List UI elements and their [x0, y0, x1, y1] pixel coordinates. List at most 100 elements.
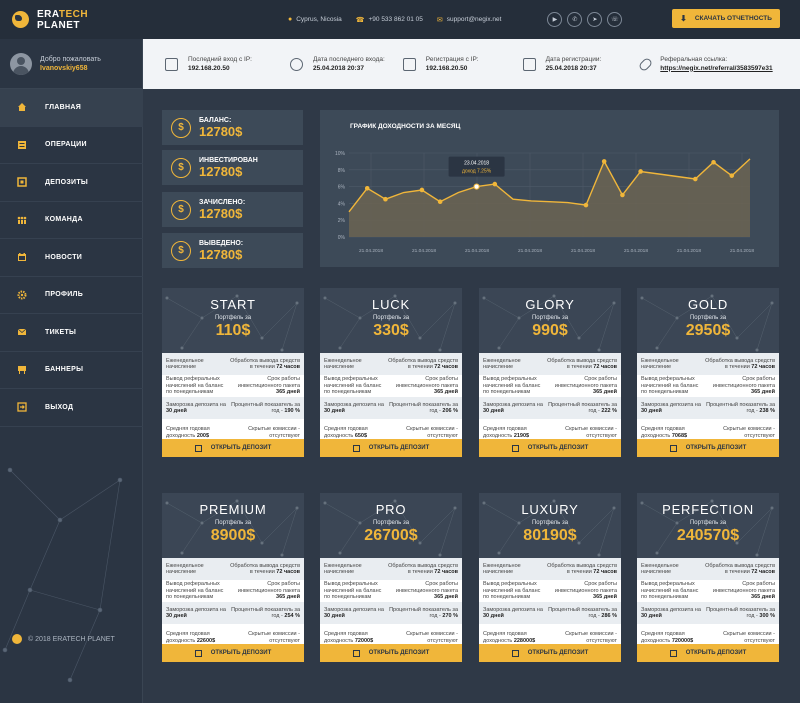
plan-row: Средняя годовая доходность 720000$ Скрыты… [641, 631, 775, 644]
welcome-text: Добро пожаловать [40, 56, 101, 63]
plan-row: Вывод реферальных начислений на баланс п… [324, 376, 458, 396]
x-tick-label: 21.04.2018 [518, 248, 542, 254]
plan-name: LUXURY [521, 502, 579, 517]
stat-withdrawn: $ ВЫВЕДЕНО: 12780$ [162, 233, 303, 268]
whatsapp-icon[interactable]: ✆ [567, 12, 583, 27]
y-tick-label: 8% [338, 168, 346, 174]
tooltip-box [448, 156, 505, 177]
plan-name: GLORY [525, 297, 575, 312]
data-point [383, 196, 388, 202]
plan-price: 110$ [215, 322, 251, 339]
data-point [638, 169, 643, 174]
news-icon [18, 253, 26, 262]
open-deposit-button[interactable]: ОТКРЫТЬ ДЕПОЗИТ [320, 439, 462, 457]
tooltip-value: доход 7.25% [462, 169, 492, 175]
plan-row: Вывод реферальных начислений на баланс п… [324, 581, 458, 601]
plan-portfolio-label: Портфель за [531, 315, 569, 321]
qr-icon [194, 649, 202, 657]
plan-name: START [210, 297, 256, 312]
calendar-icon [522, 57, 536, 71]
social-links: ▶ ✆ ➤ ☏ [547, 12, 627, 27]
plan-row: Заморозка депозита на 30 дней Процентный … [637, 602, 779, 624]
sidebar-item-team[interactable]: КОМАНДА [0, 202, 143, 239]
phone-icon: ☎ [355, 16, 365, 24]
data-point [473, 183, 480, 190]
coins-icon: $ [171, 117, 191, 138]
x-tick-label: 21.04.2018 [677, 248, 701, 254]
link-icon [638, 56, 654, 72]
network-pattern [165, 294, 299, 352]
plan-row: Заморозка депозита на 30 дней Процентный … [162, 397, 304, 419]
download-icon: ⬇ [680, 14, 687, 23]
registration-ip: Регистрация с IP: 192.168.20.50 [402, 55, 479, 74]
plan-price: 80190$ [523, 527, 577, 544]
y-tick-label: 6% [338, 185, 346, 191]
open-deposit-button[interactable]: ОТКРЫТЬ ДЕПОЗИТ [162, 644, 304, 662]
plan-row: Еженедельное начисление Обработка вывода … [320, 558, 462, 580]
telegram-icon[interactable]: ➤ [587, 12, 603, 27]
sidebar-item-deposits[interactable]: ДЕПОЗИТЫ [0, 164, 143, 202]
server-icon [402, 57, 416, 71]
series-line [348, 158, 751, 213]
sidebar-item-exit[interactable]: ВЫХОД [0, 389, 143, 427]
stat-credited: $ ЗАЧИСЛЕНО: 12780$ [162, 192, 303, 227]
plan-name: LUCK [372, 297, 410, 312]
chart-title: ГРАФИК ДОХОДНОСТИ ЗА МЕСЯЦ [350, 123, 461, 130]
y-tick-label: 0% [338, 235, 346, 241]
sidebar-item-home[interactable]: ГЛАВНАЯ [0, 89, 143, 127]
data-point [419, 187, 425, 193]
plan-portfolio-label: Портфель за [372, 520, 410, 526]
data-point [693, 176, 698, 182]
sidebar-item-profile[interactable]: ПРОФИЛЬ [0, 277, 143, 314]
plan-name: GOLD [687, 297, 729, 312]
plan-header: PRO Портфель за 26700$ [320, 493, 462, 558]
plan-card-luck: LUCK Портфель за 330$ Еженедельное начислен… [320, 288, 462, 457]
open-deposit-button[interactable]: ОТКРЫТЬ ДЕПОЗИТ [479, 439, 621, 457]
sidebar-item-operations[interactable]: ОПЕРАЦИИ [0, 127, 143, 164]
network-pattern [640, 294, 774, 352]
plan-card-pro: PRO Портфель за 26700$ Еженедельное начисле… [320, 493, 462, 662]
coin-out-icon: $ [171, 240, 191, 261]
username[interactable]: Ivanovskiy658 [40, 65, 88, 72]
registration-date: Дата регистрации: 25.04.2018 20:37 [522, 55, 601, 74]
plan-card-glory: GLORY Портфель за 990$ Еженедельное начисле… [479, 288, 621, 457]
open-deposit-button[interactable]: ОТКРЫТЬ ДЕПОЗИТ [320, 644, 462, 662]
server-icon [165, 57, 178, 71]
plan-row: Заморозка депозита на 30 дней Процентный … [320, 602, 462, 624]
logo[interactable]: ERATECH PLANET [0, 0, 143, 39]
avatar[interactable] [10, 52, 32, 75]
plan-row: Заморозка депозита на 30 дней Процентный … [479, 602, 621, 624]
phone-info[interactable]: ☎ +90 533 862 01 05 [355, 16, 423, 24]
data-point [492, 181, 498, 187]
referral-url[interactable]: https://negix.net/referral/3583597e31 [660, 64, 773, 72]
open-deposit-button[interactable]: ОТКРЫТЬ ДЕПОЗИТ [637, 644, 779, 662]
y-tick-label: 10% [335, 151, 346, 157]
plan-header: PERFECTION Портфель за 240570$ [637, 493, 779, 558]
viber-icon[interactable]: ☏ [607, 12, 623, 27]
plan-header: START Портфель за 110$ [162, 288, 304, 353]
coin-hand-icon: $ [171, 199, 191, 220]
open-deposit-button[interactable]: ОТКРЫТЬ ДЕПОЗИТ [479, 644, 621, 662]
plan-card-premium: PREMIUM Портфель за 8900$ Еженедельное начи… [162, 493, 304, 662]
plan-header: GLORY Портфель за 990$ [479, 288, 621, 353]
youtube-icon[interactable]: ▶ [547, 12, 563, 27]
stat-invested: $ ИНВЕСТИРОВАН 12780$ [162, 150, 303, 185]
sidebar-item-tickets[interactable]: ТИКЕТЫ [0, 314, 143, 352]
plan-price: 240570$ [676, 527, 740, 544]
plan-row: Еженедельное начисление Обработка вывода … [637, 558, 779, 580]
data-point [364, 185, 370, 191]
sidebar-nav: ГЛАВНАЯ ОПЕРАЦИИ ДЕПОЗИТЫ КОМАНДА НОВОСТ… [0, 89, 143, 427]
team-icon [17, 216, 27, 224]
plan-row: Еженедельное начисление Обработка вывода … [162, 353, 304, 375]
plan-row: Средняя годовая доходность 228000$ Скрыты… [483, 631, 617, 644]
download-report-button[interactable]: ⬇ СКАЧАТЬ ОТЧЕТНОСТЬ [672, 9, 780, 28]
sidebar-item-news[interactable]: НОВОСТИ [0, 239, 143, 277]
sidebar-item-banners[interactable]: БАННЕРЫ [0, 352, 143, 389]
email-info[interactable]: ✉ support@negix.net [436, 16, 502, 24]
network-background [2, 467, 123, 683]
open-deposit-button[interactable]: ОТКРЫТЬ ДЕПОЗИТ [162, 439, 304, 457]
tooltip-date: 23.04.2018 [464, 161, 489, 167]
clock-icon [289, 57, 303, 71]
exit-icon [17, 402, 27, 412]
open-deposit-button[interactable]: ОТКРЫТЬ ДЕПОЗИТ [637, 439, 779, 457]
